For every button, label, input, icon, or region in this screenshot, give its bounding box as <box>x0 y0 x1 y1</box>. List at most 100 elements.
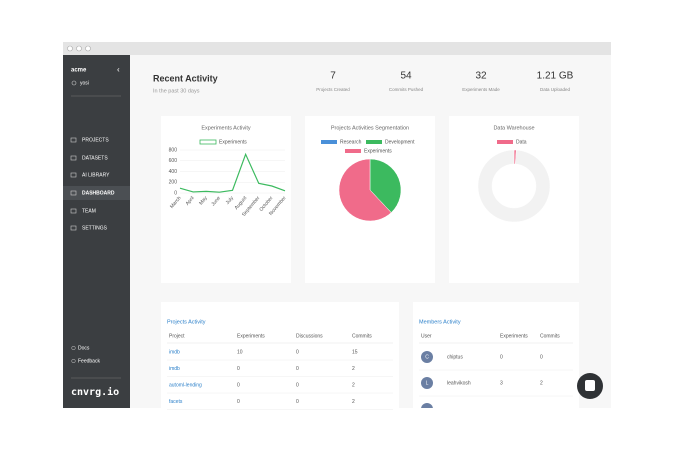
user-icon <box>71 80 77 86</box>
project-link[interactable]: imdb <box>169 366 180 372</box>
card <box>413 302 579 408</box>
menu-item[interactable]: DASHBOARD <box>82 190 115 196</box>
x-tick-label: May <box>198 195 209 206</box>
title-bar <box>63 42 611 55</box>
column-header: User <box>421 333 432 339</box>
chart-title: Experiments Activity <box>201 125 250 131</box>
menu-item[interactable]: PROJECTS <box>82 137 109 143</box>
legend-swatch <box>345 149 361 153</box>
chart-title: Projects Activities Segmentation <box>331 125 409 131</box>
cell: leahvikosh <box>447 380 471 386</box>
slice <box>477 149 551 223</box>
y-tick-label: 800 <box>169 147 178 153</box>
legend-swatch <box>497 140 513 144</box>
line <box>179 152 286 193</box>
menu-icon <box>70 225 77 231</box>
card <box>449 116 579 283</box>
table-title: Members Activity <box>419 319 461 325</box>
footer-icon <box>71 345 76 351</box>
column-header: Project <box>169 333 185 339</box>
menu-icon <box>70 172 77 178</box>
stat-label: Commits Pushed <box>389 87 424 92</box>
table-title: Projects Activity <box>167 319 206 325</box>
stat-value: 32 <box>475 71 487 82</box>
stat-label: Experiments Made <box>462 87 500 92</box>
cell: 2 <box>352 399 355 405</box>
cell: 10 <box>237 349 243 355</box>
stat-value: 1.21 GB <box>537 71 574 82</box>
legend-label: Experiments <box>364 148 392 154</box>
y-tick-label: 400 <box>169 169 178 175</box>
page-subtitle: In the past 30 days <box>153 88 200 94</box>
column-header: Experiments <box>237 333 265 339</box>
cell: 2 <box>540 380 543 386</box>
footer-link[interactable]: Docs <box>78 345 90 351</box>
cell: 3 <box>500 380 503 386</box>
avatar <box>421 351 433 363</box>
menu-active <box>63 186 130 200</box>
y-tick-label: 0 <box>174 190 177 196</box>
cell: 0 <box>237 382 240 388</box>
cell: 15 <box>352 349 358 355</box>
cell: 2 <box>352 382 355 388</box>
x-tick-label: July <box>225 195 236 206</box>
project-link[interactable]: imdb <box>169 349 180 355</box>
chart-title: Data Warehouse <box>493 125 534 131</box>
window-button[interactable] <box>67 45 73 52</box>
legend-label: Research <box>340 139 362 145</box>
cell: 2 <box>352 366 355 372</box>
legend-label: Development <box>385 139 415 145</box>
menu-icon <box>70 155 77 161</box>
legend-swatch <box>366 140 382 144</box>
menu-icon <box>70 208 77 214</box>
page-title: Recent Activity <box>153 73 218 83</box>
cell: chiptus <box>447 354 463 360</box>
slice <box>369 158 402 213</box>
chat-icon <box>585 380 595 391</box>
menu-item[interactable]: AI LIBRARY <box>82 172 110 178</box>
y-tick-label: 600 <box>169 158 178 164</box>
cell: 0 <box>237 399 240 405</box>
avatar-initial: C <box>425 354 429 360</box>
window-button[interactable] <box>76 45 82 52</box>
brand: cnvrg.io <box>71 386 119 398</box>
avatar-initial: L <box>426 380 429 386</box>
legend-label: Experiments <box>219 139 247 145</box>
cell: 0 <box>540 354 543 360</box>
cell: 0 <box>500 354 503 360</box>
stat-label: Data Uploaded <box>540 87 571 92</box>
x-tick-label: April <box>185 195 196 207</box>
menu-icon <box>70 137 77 143</box>
collapse-icon[interactable]: ‹ <box>117 65 120 74</box>
column-header: Commits <box>352 333 372 339</box>
x-tick-label: June <box>210 195 222 207</box>
menu-item[interactable]: SETTINGS <box>82 225 108 231</box>
menu-icon <box>70 190 77 196</box>
menu-item[interactable]: DATASETS <box>82 155 108 161</box>
project-link[interactable]: facets <box>169 399 183 405</box>
stat-value: 7 <box>330 71 336 82</box>
legend-label: Data <box>516 139 527 145</box>
cell: 0 <box>296 366 299 372</box>
project-link[interactable]: automl-lending <box>169 382 202 388</box>
column-header: Experiments <box>500 333 528 339</box>
page-below <box>413 408 579 450</box>
menu-item[interactable]: TEAM <box>82 208 96 214</box>
cell: 0 <box>296 349 299 355</box>
avatar <box>421 377 433 389</box>
org-name: acme <box>71 68 87 74</box>
card <box>161 302 399 408</box>
column-header: Commits <box>540 333 560 339</box>
footer-link[interactable]: Feedback <box>78 358 100 364</box>
stat-value: 54 <box>400 71 412 82</box>
slice <box>338 158 392 222</box>
legend-swatch <box>321 140 337 144</box>
y-tick-label: 200 <box>169 180 178 186</box>
window-button[interactable] <box>85 45 91 52</box>
cell: 0 <box>296 399 299 405</box>
column-header: Discussions <box>296 333 323 339</box>
legend-swatch <box>199 139 217 145</box>
user-name[interactable]: yosi <box>80 80 89 86</box>
stat-label: Projects Created <box>316 87 350 92</box>
